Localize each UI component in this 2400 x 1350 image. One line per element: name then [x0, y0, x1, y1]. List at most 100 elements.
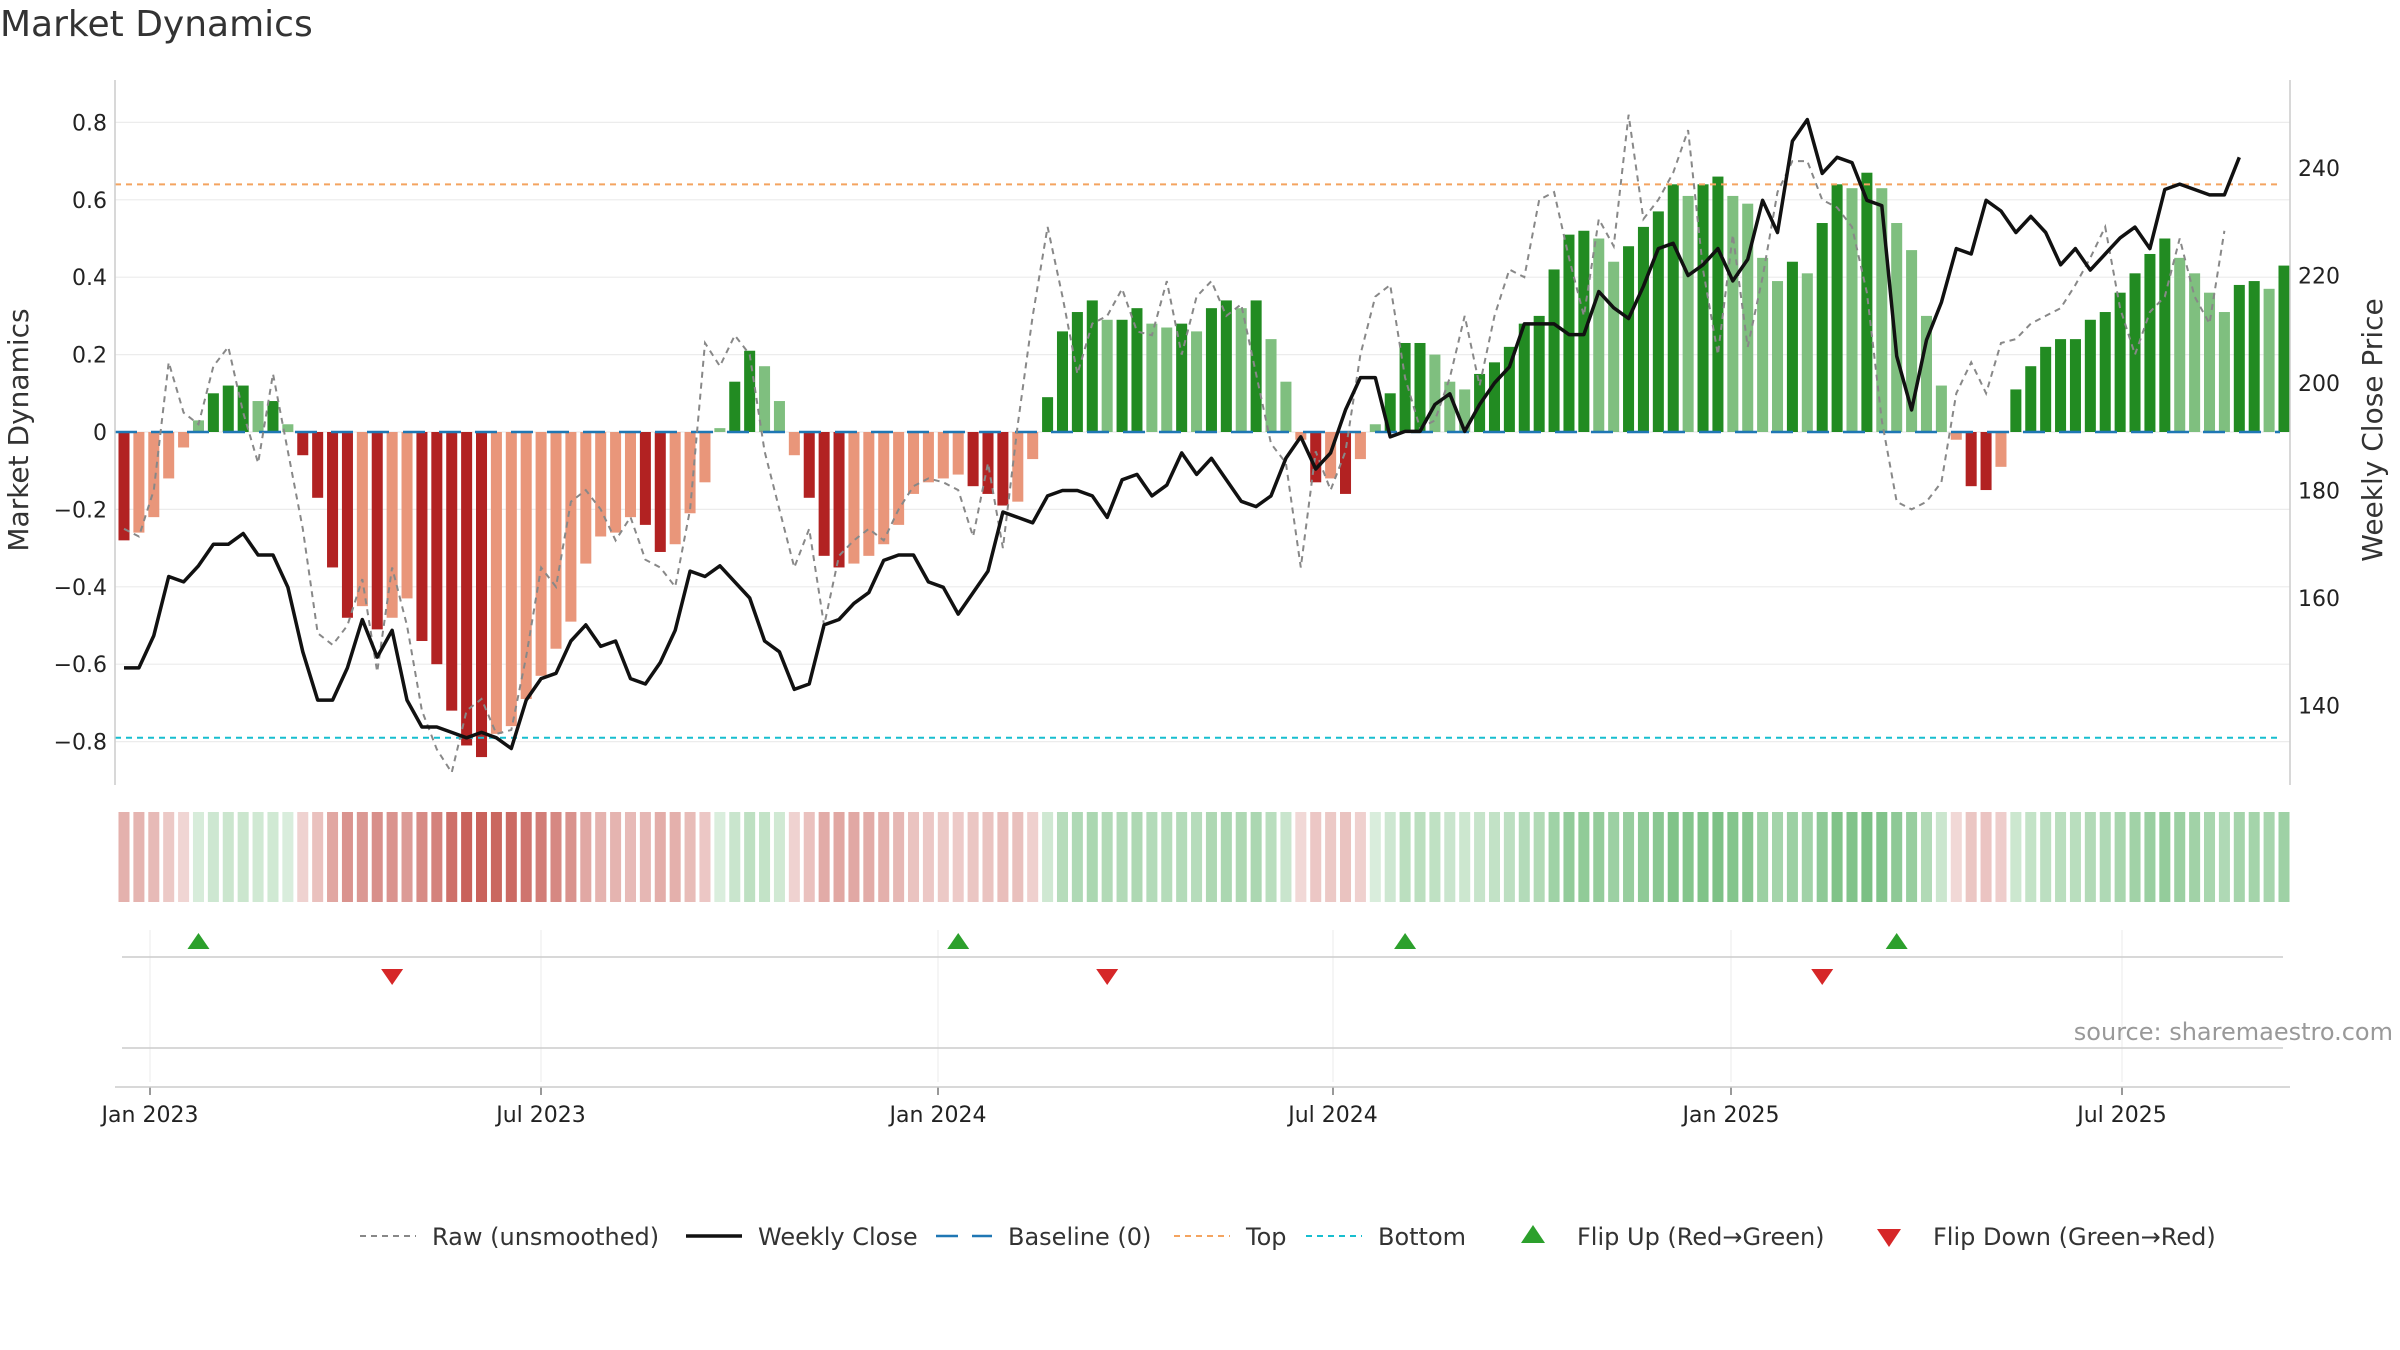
dynamics-bar	[1891, 223, 1903, 432]
dynamics-bar	[1757, 257, 1769, 432]
dynamics-bar	[878, 432, 890, 545]
regime-strip-cell	[1846, 812, 1858, 902]
dynamics-bar	[1131, 308, 1143, 432]
dynamics-bar	[1965, 432, 1977, 487]
dynamics-bar	[1280, 381, 1292, 432]
y-right-tick-label: 240	[2298, 157, 2340, 182]
dynamics-bar	[639, 432, 651, 525]
dynamics-bar	[1265, 339, 1277, 432]
dynamics-bar	[1935, 385, 1947, 432]
regime-strip-cell	[863, 812, 875, 902]
regime-strip-cell	[237, 812, 249, 902]
dynamics-bar	[922, 432, 934, 483]
y-right-tick-label: 220	[2298, 265, 2340, 290]
regime-strip-cell	[2084, 812, 2096, 902]
y-right-tick-label: 180	[2298, 480, 2340, 505]
dynamics-bar	[1712, 176, 1724, 432]
dynamics-bar	[1772, 281, 1784, 432]
dynamics-bar	[1920, 315, 1932, 432]
regime-strip-cell	[803, 812, 815, 902]
dynamics-bar	[580, 432, 592, 564]
regime-strip-cell	[878, 812, 890, 902]
dynamics-bar	[1444, 381, 1456, 432]
regime-strip-cell	[997, 812, 1009, 902]
regime-strip-cell	[2040, 812, 2052, 902]
regime-strip-cell	[1831, 812, 1843, 902]
regime-strip-cell	[1548, 812, 1560, 902]
dynamics-bar	[1995, 432, 2007, 467]
dynamics-bar	[237, 385, 249, 432]
y-right-tick-label: 140	[2298, 695, 2340, 720]
regime-strip-cell	[222, 812, 234, 902]
regime-strip-cell	[1414, 812, 1426, 902]
regime-strip-cell	[1891, 812, 1903, 902]
regime-strip-cell	[1086, 812, 1098, 902]
regime-strip-cell	[386, 812, 398, 902]
regime-strip-cell	[312, 812, 324, 902]
reference-lines	[115, 183, 2280, 739]
regime-strip-cell	[788, 812, 800, 902]
dynamics-bar	[937, 432, 949, 479]
legend-label: Flip Up (Red→Green)	[1577, 1223, 1825, 1251]
dynamics-bar	[1623, 246, 1635, 432]
regime-strip-cell	[565, 812, 577, 902]
dynamics-bar	[714, 428, 726, 432]
dynamics-bar	[833, 432, 845, 568]
legend-label: Flip Down (Green→Red)	[1933, 1223, 2216, 1251]
dynamics-bar	[565, 432, 577, 622]
dynamics-bar	[1205, 308, 1217, 432]
y-left-tick-label: −0.8	[54, 731, 107, 756]
dynamics-bar	[2189, 273, 2201, 432]
regime-strip-cell	[2204, 812, 2216, 902]
regime-strip-cell	[2099, 812, 2111, 902]
dynamics-bar	[267, 401, 279, 432]
dynamics-bar	[2233, 284, 2245, 432]
y-right-tick-label: 160	[2298, 587, 2340, 612]
regime-strip-cell	[118, 812, 130, 902]
dynamics-bar	[476, 432, 488, 758]
dynamics-bar	[1697, 184, 1709, 432]
regime-strip-cell	[1801, 812, 1813, 902]
dynamics-bar	[1101, 319, 1113, 432]
regime-strip-cell	[1325, 812, 1337, 902]
y-left-tick-label: 0.8	[72, 111, 107, 136]
regime-strip-cell	[1786, 812, 1798, 902]
dynamics-bar	[624, 432, 636, 518]
dynamics-bar	[356, 432, 368, 607]
dynamics-bar	[1518, 323, 1530, 432]
regime-strip-cell	[2159, 812, 2171, 902]
regime-strip-cell	[1429, 812, 1441, 902]
dynamics-bar	[1354, 432, 1366, 460]
regime-strip-cell	[2263, 812, 2275, 902]
flip-up-marker	[1394, 933, 1417, 949]
regime-strip-cell	[1459, 812, 1471, 902]
regime-strip-cell	[1518, 812, 1530, 902]
flip-up-marker	[187, 933, 210, 949]
regime-strip	[118, 812, 2290, 902]
regime-strip-cell	[1682, 812, 1694, 902]
dynamics-bar	[1220, 300, 1232, 432]
regime-strip-cell	[133, 812, 145, 902]
dynamics-bar	[371, 432, 383, 630]
dynamics-bar	[297, 432, 309, 456]
dynamics-bar	[595, 432, 607, 537]
dynamics-bar	[952, 432, 964, 475]
regime-strip-cell	[1369, 812, 1381, 902]
regime-strip-cell	[1920, 812, 1932, 902]
regime-strip-cell	[416, 812, 428, 902]
dynamics-bar	[1488, 362, 1500, 432]
dynamics-bar	[1161, 327, 1173, 432]
dynamics-bar	[997, 432, 1009, 506]
regime-strip-cell	[893, 812, 905, 902]
regime-strip-cell	[669, 812, 681, 902]
regime-strip-cell	[520, 812, 532, 902]
legend-label: Top	[1245, 1223, 1287, 1251]
dynamics-bar	[2040, 346, 2052, 432]
dynamics-bar	[2174, 257, 2186, 432]
regime-strip-cell	[1474, 812, 1486, 902]
dynamics-bar	[1980, 432, 1992, 491]
regime-strip-cell	[714, 812, 726, 902]
dynamics-bar	[1786, 261, 1798, 432]
legend-label: Raw (unsmoothed)	[432, 1223, 659, 1251]
